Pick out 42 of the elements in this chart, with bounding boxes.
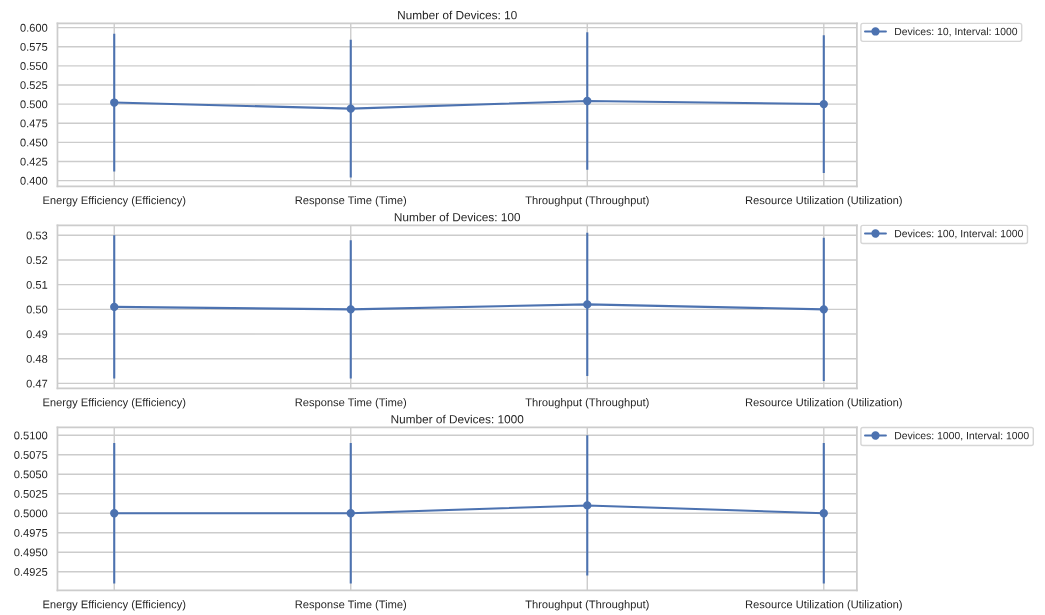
x-tick-label: Throughput (Throughput) — [525, 196, 649, 207]
x-tick-label: Resource Utilization (Utilization) — [745, 398, 902, 409]
x-tick-label: Resource Utilization (Utilization) — [745, 196, 902, 207]
x-tick-label: Response Time (Time) — [295, 600, 407, 611]
y-tick-label: 0.4950 — [14, 548, 48, 557]
y-tick-label: 0.525 — [20, 81, 48, 90]
y-tick-label: 0.4975 — [14, 528, 48, 537]
y-tick-label: 0.53 — [26, 231, 48, 240]
y-tick-label: 0.5050 — [14, 470, 48, 479]
legend-label: Devices: 1000, Interval: 1000 — [895, 431, 1029, 441]
chart-title: Number of Devices: 100 — [394, 212, 521, 222]
chart-title: Number of Devices: 10 — [398, 10, 517, 20]
y-tick-label: 0.5025 — [14, 490, 48, 498]
y-tick-label: 0.49 — [26, 330, 48, 339]
y-tick-label: 0.600 — [20, 23, 48, 32]
y-tick-label: 0.550 — [20, 62, 48, 70]
y-tick-label: 0.450 — [20, 138, 48, 147]
y-tick-label: 0.500 — [20, 100, 48, 109]
y-tick-label: 0.5000 — [14, 509, 48, 518]
x-tick-label: Energy Efficiency (Efficiency) — [43, 398, 186, 409]
y-tick-label: 0.50 — [26, 305, 48, 314]
y-tick-label: 0.51 — [26, 280, 48, 289]
chart-title: Number of Devices: 1000 — [391, 414, 524, 424]
x-tick-label: Resource Utilization (Utilization) — [745, 600, 902, 611]
x-tick-label: Response Time (Time) — [295, 196, 407, 207]
y-tick-label: 0.575 — [20, 42, 48, 51]
y-tick-label: 0.425 — [20, 157, 48, 166]
y-tick-label: 0.5100 — [14, 431, 48, 440]
y-tick-label: 0.5075 — [14, 451, 48, 459]
x-tick-label: Throughput (Throughput) — [525, 600, 649, 611]
y-tick-label: 0.47 — [26, 379, 48, 388]
y-tick-label: 0.400 — [20, 176, 48, 185]
y-tick-label: 0.475 — [20, 119, 48, 128]
x-tick-label: Throughput (Throughput) — [525, 398, 649, 409]
x-tick-label: Energy Efficiency (Efficiency) — [43, 196, 186, 207]
legend-label: Devices: 10, Interval: 1000 — [895, 27, 1018, 37]
y-tick-label: 0.48 — [26, 355, 48, 363]
x-tick-label: Response Time (Time) — [295, 398, 407, 409]
y-tick-label: 0.4925 — [14, 567, 48, 576]
x-tick-label: Energy Efficiency (Efficiency) — [43, 600, 186, 611]
y-tick-label: 0.52 — [26, 256, 48, 265]
legend-label: Devices: 100, Interval: 1000 — [895, 229, 1023, 239]
